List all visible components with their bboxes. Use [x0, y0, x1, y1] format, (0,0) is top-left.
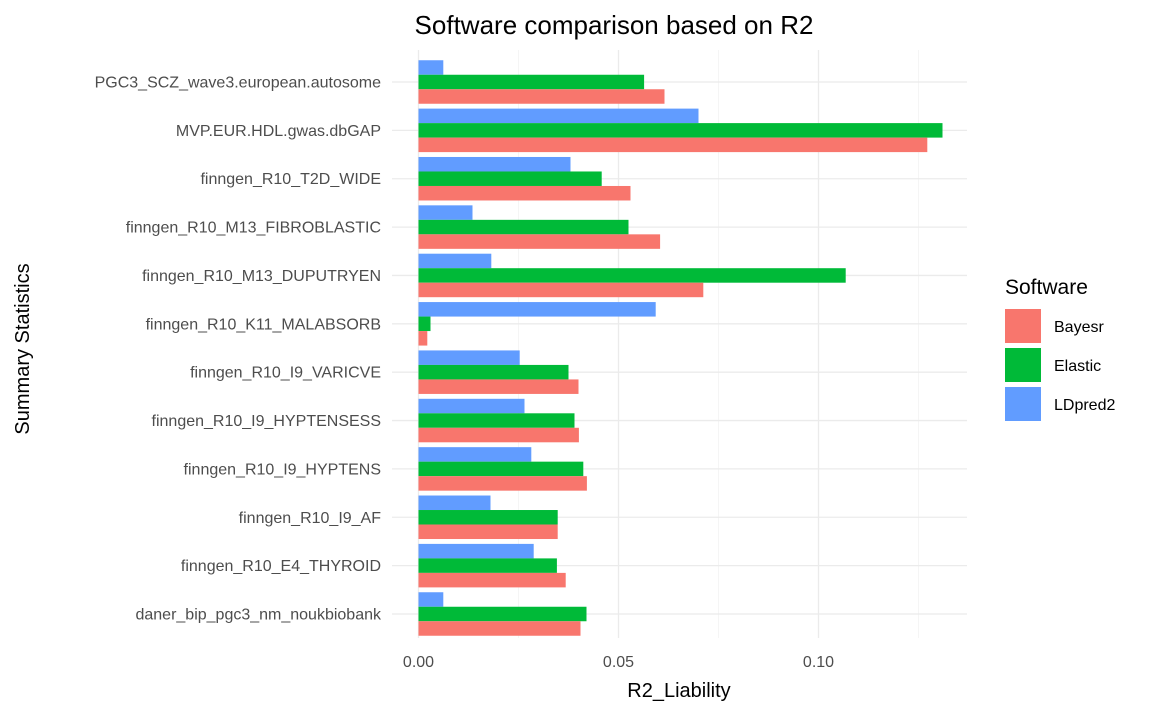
- bar-elastic: [418, 316, 431, 332]
- bar-ldpred2: [418, 253, 492, 269]
- bar-ldpred2: [418, 447, 532, 462]
- legend-key-bayesr: [1005, 309, 1041, 343]
- bar-ldpred2: [418, 60, 444, 75]
- y-tick-label: finngen_R10_T2D_WIDE: [200, 171, 381, 188]
- bar-bayesr: [418, 331, 428, 346]
- bar-bayesr: [418, 572, 566, 588]
- bar-elastic: [418, 171, 602, 186]
- legend: Software Bayesr Elastic LDpred2: [1005, 276, 1115, 421]
- bar-bayesr: [418, 476, 587, 491]
- bar-bayesr: [418, 379, 579, 394]
- y-tick-label: finngen_R10_I9_VARICVE: [190, 365, 381, 382]
- bar-ldpred2: [418, 205, 473, 220]
- bar-elastic: [418, 461, 584, 477]
- bar-ldpred2: [418, 350, 520, 365]
- legend-title: Software: [1005, 276, 1088, 299]
- bar-bayesr: [418, 137, 928, 153]
- y-tick-label: finngen_R10_I9_HYPTENSESS: [152, 413, 381, 430]
- bar-bayesr: [418, 621, 581, 636]
- bar-elastic: [418, 268, 846, 283]
- bar-bayesr: [418, 524, 558, 540]
- legend-label: Bayesr: [1054, 319, 1104, 336]
- legend-key-elastic: [1005, 348, 1041, 382]
- y-tick-labels: PGC3_SCZ_wave3.european.autosome MVP.EUR.…: [95, 75, 382, 624]
- y-tick-label: finngen_R10_E4_THYROID: [181, 558, 381, 575]
- bar-elastic: [418, 123, 943, 138]
- bar-ldpred2: [418, 495, 491, 511]
- bars: [418, 60, 943, 636]
- bar-bayesr: [418, 234, 661, 249]
- y-tick-label: PGC3_SCZ_wave3.european.autosome: [95, 75, 381, 92]
- x-tick-label: 0.00: [403, 654, 434, 671]
- legend-label: Elastic: [1054, 358, 1101, 375]
- bar-ldpred2: [418, 592, 444, 607]
- y-tick-label: finngen_R10_I9_HYPTENS: [184, 461, 381, 478]
- bar-bayesr: [418, 89, 665, 104]
- bar-bayesr: [418, 185, 631, 201]
- bar-elastic: [418, 364, 569, 380]
- bar-ldpred2: [418, 302, 656, 317]
- bar-ldpred2: [418, 156, 571, 172]
- bar-ldpred2: [418, 108, 699, 124]
- bar-ldpred2: [418, 398, 525, 414]
- y-tick-label: daner_bip_pgc3_nm_noukbiobank: [135, 607, 382, 624]
- x-tick-label: 0.10: [803, 654, 834, 671]
- x-tick-labels: 0.00 0.05 0.10: [403, 654, 834, 671]
- bar-elastic: [418, 413, 575, 428]
- legend-label: LDpred2: [1054, 397, 1115, 414]
- chart-title: Software comparison based on R2: [415, 10, 814, 40]
- y-tick-label: MVP.EUR.HDL.gwas.dbGAP: [176, 123, 381, 140]
- bar-elastic: [418, 558, 557, 573]
- y-tick-label: finngen_R10_I9_AF: [239, 510, 382, 527]
- x-tick-label: 0.05: [603, 654, 634, 671]
- bar-bayesr: [418, 282, 704, 298]
- bar-elastic: [418, 74, 645, 90]
- y-tick-label: finngen_R10_M13_FIBROBLASTIC: [126, 220, 381, 237]
- bar-bayesr: [418, 427, 579, 443]
- y-tick-label: finngen_R10_M13_DUPUTRYEN: [142, 268, 381, 285]
- bar-ldpred2: [418, 543, 534, 559]
- legend-key-ldpred2: [1005, 387, 1041, 421]
- x-axis-title: R2_Liability: [627, 680, 730, 702]
- bar-elastic: [418, 510, 558, 525]
- y-axis-title: Summary Statistics: [12, 263, 34, 434]
- y-tick-label: finngen_R10_K11_MALABSORB: [146, 316, 381, 333]
- bar-elastic: [418, 219, 629, 235]
- bar-elastic: [418, 606, 587, 622]
